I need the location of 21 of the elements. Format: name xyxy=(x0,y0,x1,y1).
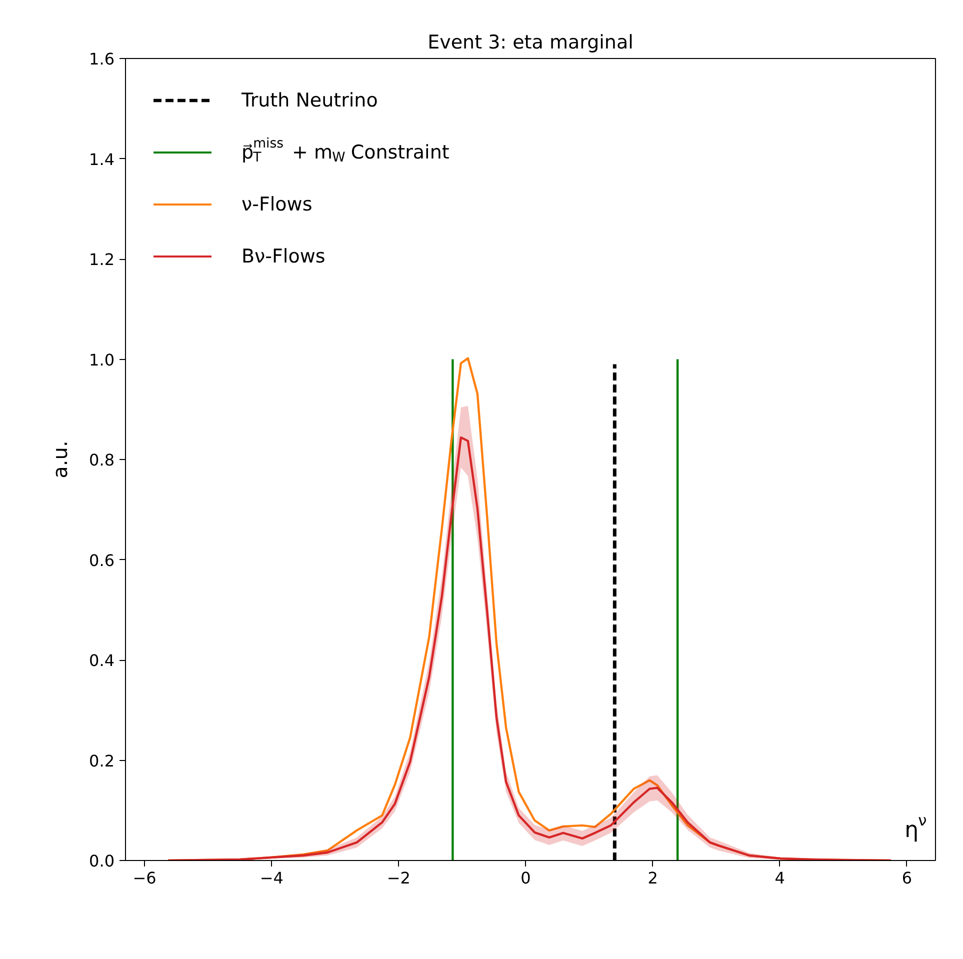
legend-label: Bν-Flows xyxy=(242,246,326,268)
y-tick-label: 0.6 xyxy=(89,550,115,570)
y-tick-label: 0.8 xyxy=(89,450,115,470)
x-tick-label: 6 xyxy=(902,868,912,888)
x-tick-label: −2 xyxy=(386,868,410,888)
y-tick-label: 1.0 xyxy=(89,350,115,370)
x-tick-label: −6 xyxy=(132,868,156,888)
x-tick-label: 4 xyxy=(774,868,785,888)
y-tick-label: 0.2 xyxy=(89,751,115,770)
y-tick-label: 0.4 xyxy=(89,651,115,670)
legend-label: Truth Neutrino xyxy=(240,90,378,112)
x-tick-label: 0 xyxy=(520,868,531,888)
y-tick-label: 0.0 xyxy=(89,852,115,870)
y-tick-label: 1.6 xyxy=(89,50,115,68)
chart-title: Event 3: eta marginal xyxy=(428,32,634,54)
y-tick-label: 1.2 xyxy=(89,250,115,269)
legend-label: ν-Flows xyxy=(242,194,312,216)
y-axis-title: a.u. xyxy=(48,440,72,478)
x-tick-label: −4 xyxy=(260,868,284,888)
y-tick-label: 1.4 xyxy=(89,150,115,169)
x-tick-label: 2 xyxy=(648,868,658,888)
